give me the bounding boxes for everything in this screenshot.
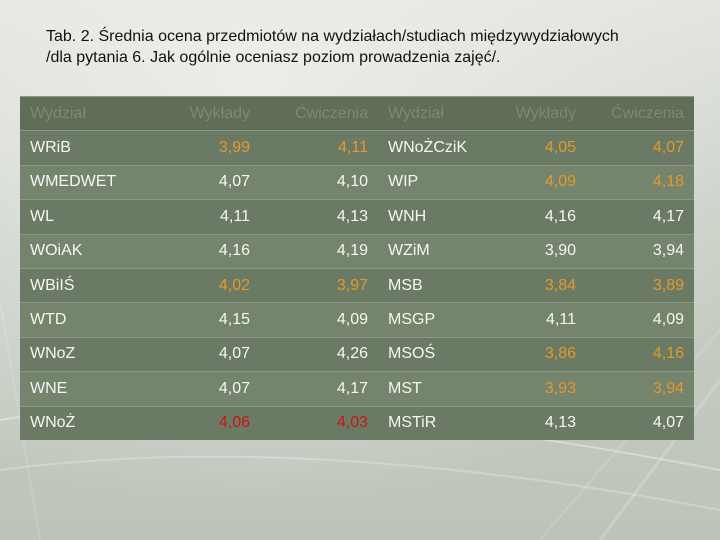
cell-exercises: 3,97 [260,267,378,303]
cell-faculty: WRiB [20,130,142,166]
cell-lectures-2: 4,11 [482,302,586,338]
table-row: WNE 4,07 4,17 MST 3,93 3,94 [20,371,694,407]
cell-exercises-2: 3,94 [586,233,694,269]
table-row: WMEDWET 4,07 4,10 WIP 4,09 4,18 [20,164,694,200]
title-line-1: Tab. 2. Średnia ocena przedmiotów na wyd… [46,28,619,45]
cell-exercises-2: 4,07 [586,405,694,441]
header-wydzial: Wydział [20,95,142,131]
cell-faculty: WOiAK [20,233,142,269]
cell-faculty: WNoŻ [20,405,142,441]
cell-lectures-2: 4,09 [482,164,586,200]
cell-lectures: 4,16 [142,233,260,269]
table-row: WOiAK 4,16 4,19 WZiM 3,90 3,94 [20,233,694,269]
cell-exercises: 4,26 [260,336,378,372]
cell-lectures-2: 4,13 [482,405,586,441]
table-row: WRiB 3,99 4,11 WNoŻCziK 4,05 4,07 [20,130,694,166]
cell-exercises-2: 4,18 [586,164,694,200]
cell-faculty-2: MSB [378,267,482,303]
cell-faculty-2: WNH [378,199,482,235]
cell-exercises-2: 4,17 [586,199,694,235]
cell-lectures-2: 3,90 [482,233,586,269]
cell-faculty: WBiIŚ [20,267,142,303]
cell-lectures: 4,02 [142,267,260,303]
cell-faculty: WTD [20,302,142,338]
title-line-2: /dla pytania 6. Jak ogólnie oceniasz poz… [46,49,501,66]
cell-lectures: 4,07 [142,164,260,200]
ratings-table: Wydział Wykłady Ćwiczenia Wydział Wykład… [20,95,694,441]
cell-exercises-2: 3,89 [586,267,694,303]
cell-faculty-2: MST [378,371,482,407]
cell-faculty-2: WIP [378,164,482,200]
cell-exercises: 4,11 [260,130,378,166]
cell-lectures: 4,06 [142,405,260,441]
cell-faculty: WMEDWET [20,164,142,200]
cell-lectures-2: 4,16 [482,199,586,235]
header-cwiczenia-2: Ćwiczenia [586,95,694,131]
cell-exercises: 4,17 [260,371,378,407]
cell-faculty: WNoZ [20,336,142,372]
cell-lectures-2: 3,86 [482,336,586,372]
table-row: WNoZ 4,07 4,26 MSOŚ 3,86 4,16 [20,336,694,372]
cell-exercises: 4,10 [260,164,378,200]
header-cwiczenia: Ćwiczenia [260,95,378,131]
header-wyklady-2: Wykłady [482,95,586,131]
cell-lectures-2: 3,93 [482,371,586,407]
cell-faculty: WNE [20,371,142,407]
table-row: WNoŻ 4,06 4,03 MSTiR 4,13 4,07 [20,405,694,441]
table-row: WL 4,11 4,13 WNH 4,16 4,17 [20,199,694,235]
table-row: WTD 4,15 4,09 MSGP 4,11 4,09 [20,302,694,338]
header-wydzial-2: Wydział [378,95,482,131]
table-row: WBiIŚ 4,02 3,97 MSB 3,84 3,89 [20,267,694,303]
cell-exercises-2: 4,09 [586,302,694,338]
cell-lectures: 4,11 [142,199,260,235]
cell-lectures: 3,99 [142,130,260,166]
cell-exercises-2: 3,94 [586,371,694,407]
cell-faculty-2: MSGP [378,302,482,338]
cell-lectures: 4,07 [142,336,260,372]
cell-exercises: 4,13 [260,199,378,235]
cell-faculty-2: MSOŚ [378,336,482,372]
cell-faculty: WL [20,199,142,235]
cell-exercises: 4,03 [260,405,378,441]
cell-lectures: 4,15 [142,302,260,338]
table-header-row: Wydział Wykłady Ćwiczenia Wydział Wykład… [20,95,694,131]
cell-faculty-2: WNoŻCziK [378,130,482,166]
cell-faculty-2: MSTiR [378,405,482,441]
cell-lectures-2: 3,84 [482,267,586,303]
cell-exercises-2: 4,16 [586,336,694,372]
cell-exercises-2: 4,07 [586,130,694,166]
cell-faculty-2: WZiM [378,233,482,269]
cell-lectures: 4,07 [142,371,260,407]
cell-exercises: 4,09 [260,302,378,338]
slide-title: Tab. 2. Średnia ocena przedmiotów na wyd… [46,26,706,68]
header-wyklady: Wykłady [142,95,260,131]
cell-lectures-2: 4,05 [482,130,586,166]
cell-exercises: 4,19 [260,233,378,269]
